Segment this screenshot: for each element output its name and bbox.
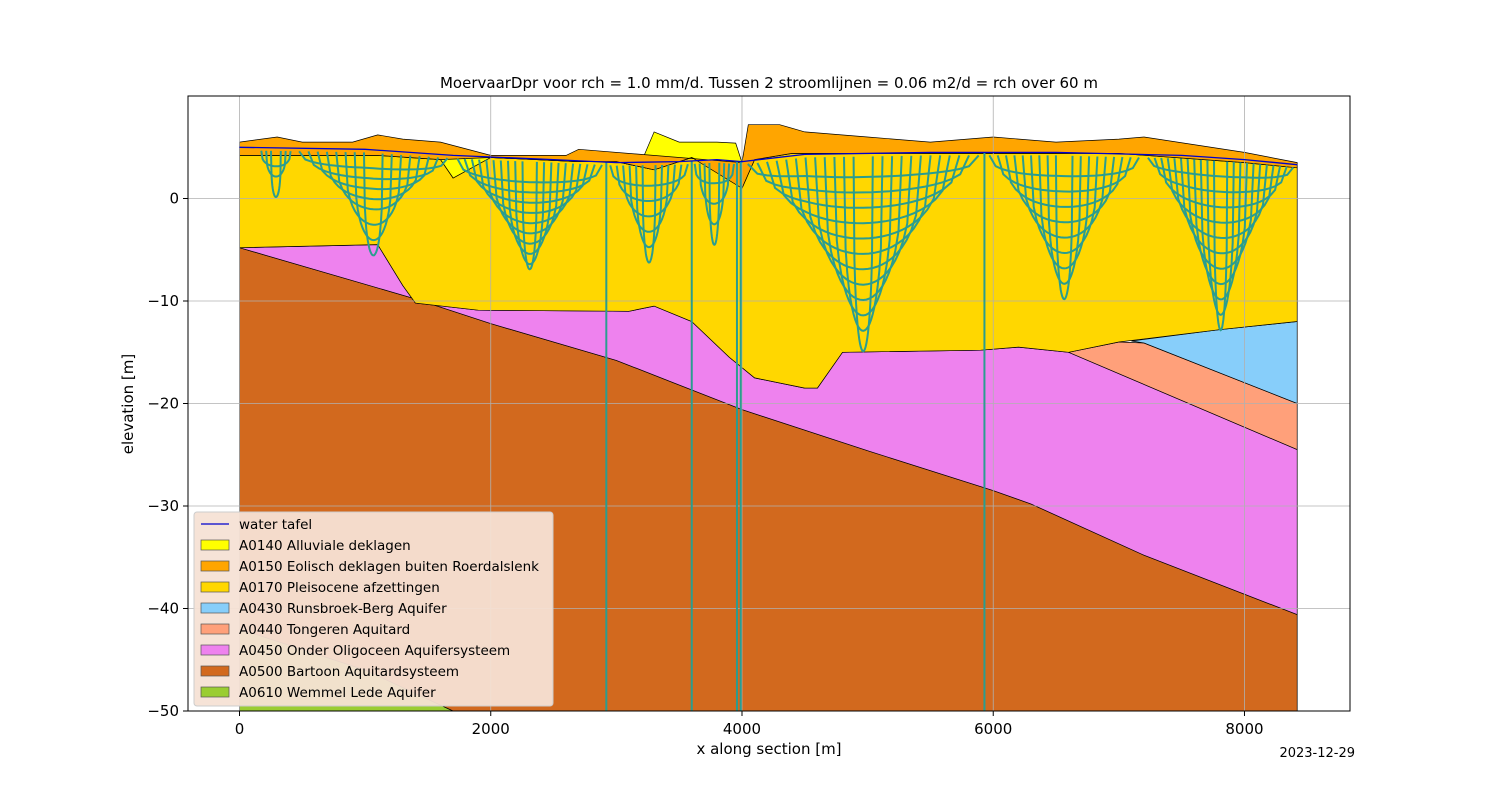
streamline: [775, 155, 951, 225]
streamline: [823, 155, 903, 302]
streamline: [756, 154, 970, 194]
streamline: [1193, 159, 1248, 286]
streamline: [514, 161, 546, 266]
streamline: [335, 151, 412, 211]
legend-swatch: [200, 581, 230, 593]
legend-label: A0440 Tongeren Aquitard: [239, 622, 410, 638]
legend-label: A0500 Bartoon Aquitardsysteem: [239, 664, 459, 680]
chart-title: MoervaarDpr voor rch = 1.0 mm/d. Tussen …: [440, 74, 1098, 92]
streamline: [708, 162, 721, 246]
legend-label: A0430 Runsbroek-Berg Aquifer: [239, 601, 447, 617]
streamline: [1046, 155, 1082, 285]
streamline: [641, 165, 657, 264]
y-tick-label: −20: [147, 395, 179, 413]
x-tick-label: 8000: [1225, 720, 1263, 738]
legend-label: water tafel: [239, 517, 312, 533]
streamline: [766, 155, 961, 209]
streamline: [270, 150, 282, 199]
x-tick-label: 4000: [723, 720, 761, 738]
streamline: [635, 164, 663, 249]
streamline: [703, 163, 726, 226]
streamline: [298, 150, 449, 171]
streamline: [814, 155, 913, 286]
streamline: [1030, 155, 1099, 255]
legend-label: A0450 Onder Oligoceen Aquifersysteem: [239, 643, 510, 659]
streamline: [1054, 155, 1074, 301]
y-axis-label: elevation [m]: [119, 354, 137, 455]
y-tick-label: −50: [147, 702, 179, 720]
y-tick-label: −40: [147, 600, 179, 618]
x-tick-label: 2000: [472, 720, 510, 738]
streamline: [747, 154, 980, 179]
water-table-line: [239, 146, 1298, 166]
streamline: [609, 163, 689, 187]
y-tick-label: −30: [147, 497, 179, 515]
streamline: [363, 152, 384, 257]
streamline: [265, 150, 287, 178]
legend-label: A0140 Alluviale deklagen: [239, 538, 411, 554]
x-tick-label: 6000: [974, 720, 1012, 738]
streamline: [628, 164, 670, 233]
streamline: [1038, 155, 1091, 270]
water-table-group: [239, 146, 1298, 166]
legend-swatch: [200, 623, 230, 635]
streamline: [1213, 160, 1229, 332]
streamline: [521, 161, 538, 271]
streamline: [1013, 155, 1116, 224]
x-axis-label: x along section [m]: [696, 740, 841, 758]
streamline: [988, 154, 1140, 178]
legend-swatch: [200, 560, 230, 572]
legend-swatch: [200, 686, 230, 698]
legend-box: [193, 511, 554, 707]
streamline: [344, 152, 403, 226]
legend-swatch: [200, 644, 230, 656]
legend-label: A0150 Eolisch deklagen buiten Roerdalsle…: [239, 559, 539, 575]
streamline: [353, 152, 393, 242]
y-ticks: −50 −40 −30 −20 −10 0: [147, 190, 188, 720]
streamline: [1199, 159, 1242, 301]
legend-label: A0170 Pleisocene afzettingen: [239, 580, 440, 596]
streamline: [996, 155, 1132, 193]
streamline: [1206, 160, 1235, 316]
x-ticks: 0 2000 4000 6000 8000: [235, 711, 1264, 738]
streamline: [463, 158, 596, 194]
legend-swatch: [200, 539, 230, 551]
streamlines-group: [260, 150, 1295, 711]
streamline: [1186, 158, 1255, 270]
streamline: [833, 156, 894, 317]
streamline: [492, 160, 567, 235]
streamline: [478, 159, 582, 214]
legend-swatch: [200, 665, 230, 677]
streamline: [1173, 158, 1268, 240]
streamline: [499, 160, 560, 245]
streamline: [507, 160, 553, 255]
y-tick-label: 0: [169, 190, 179, 208]
streamline: [615, 164, 683, 202]
streamline: [316, 151, 430, 191]
legend-swatch: [200, 602, 230, 614]
streamline: [1160, 157, 1282, 209]
legend: water tafel A0140 Alluviale deklagen A0150…: [193, 511, 554, 707]
date-stamp: 2023-12-29: [1279, 746, 1355, 761]
x-tick-label: 0: [235, 720, 245, 738]
legend-label: A0610 Wemmel Lede Aquifer: [239, 685, 436, 701]
streamline: [843, 156, 884, 332]
streamline: [852, 156, 874, 353]
streamline: [1147, 157, 1295, 179]
y-tick-label: −10: [147, 292, 179, 310]
